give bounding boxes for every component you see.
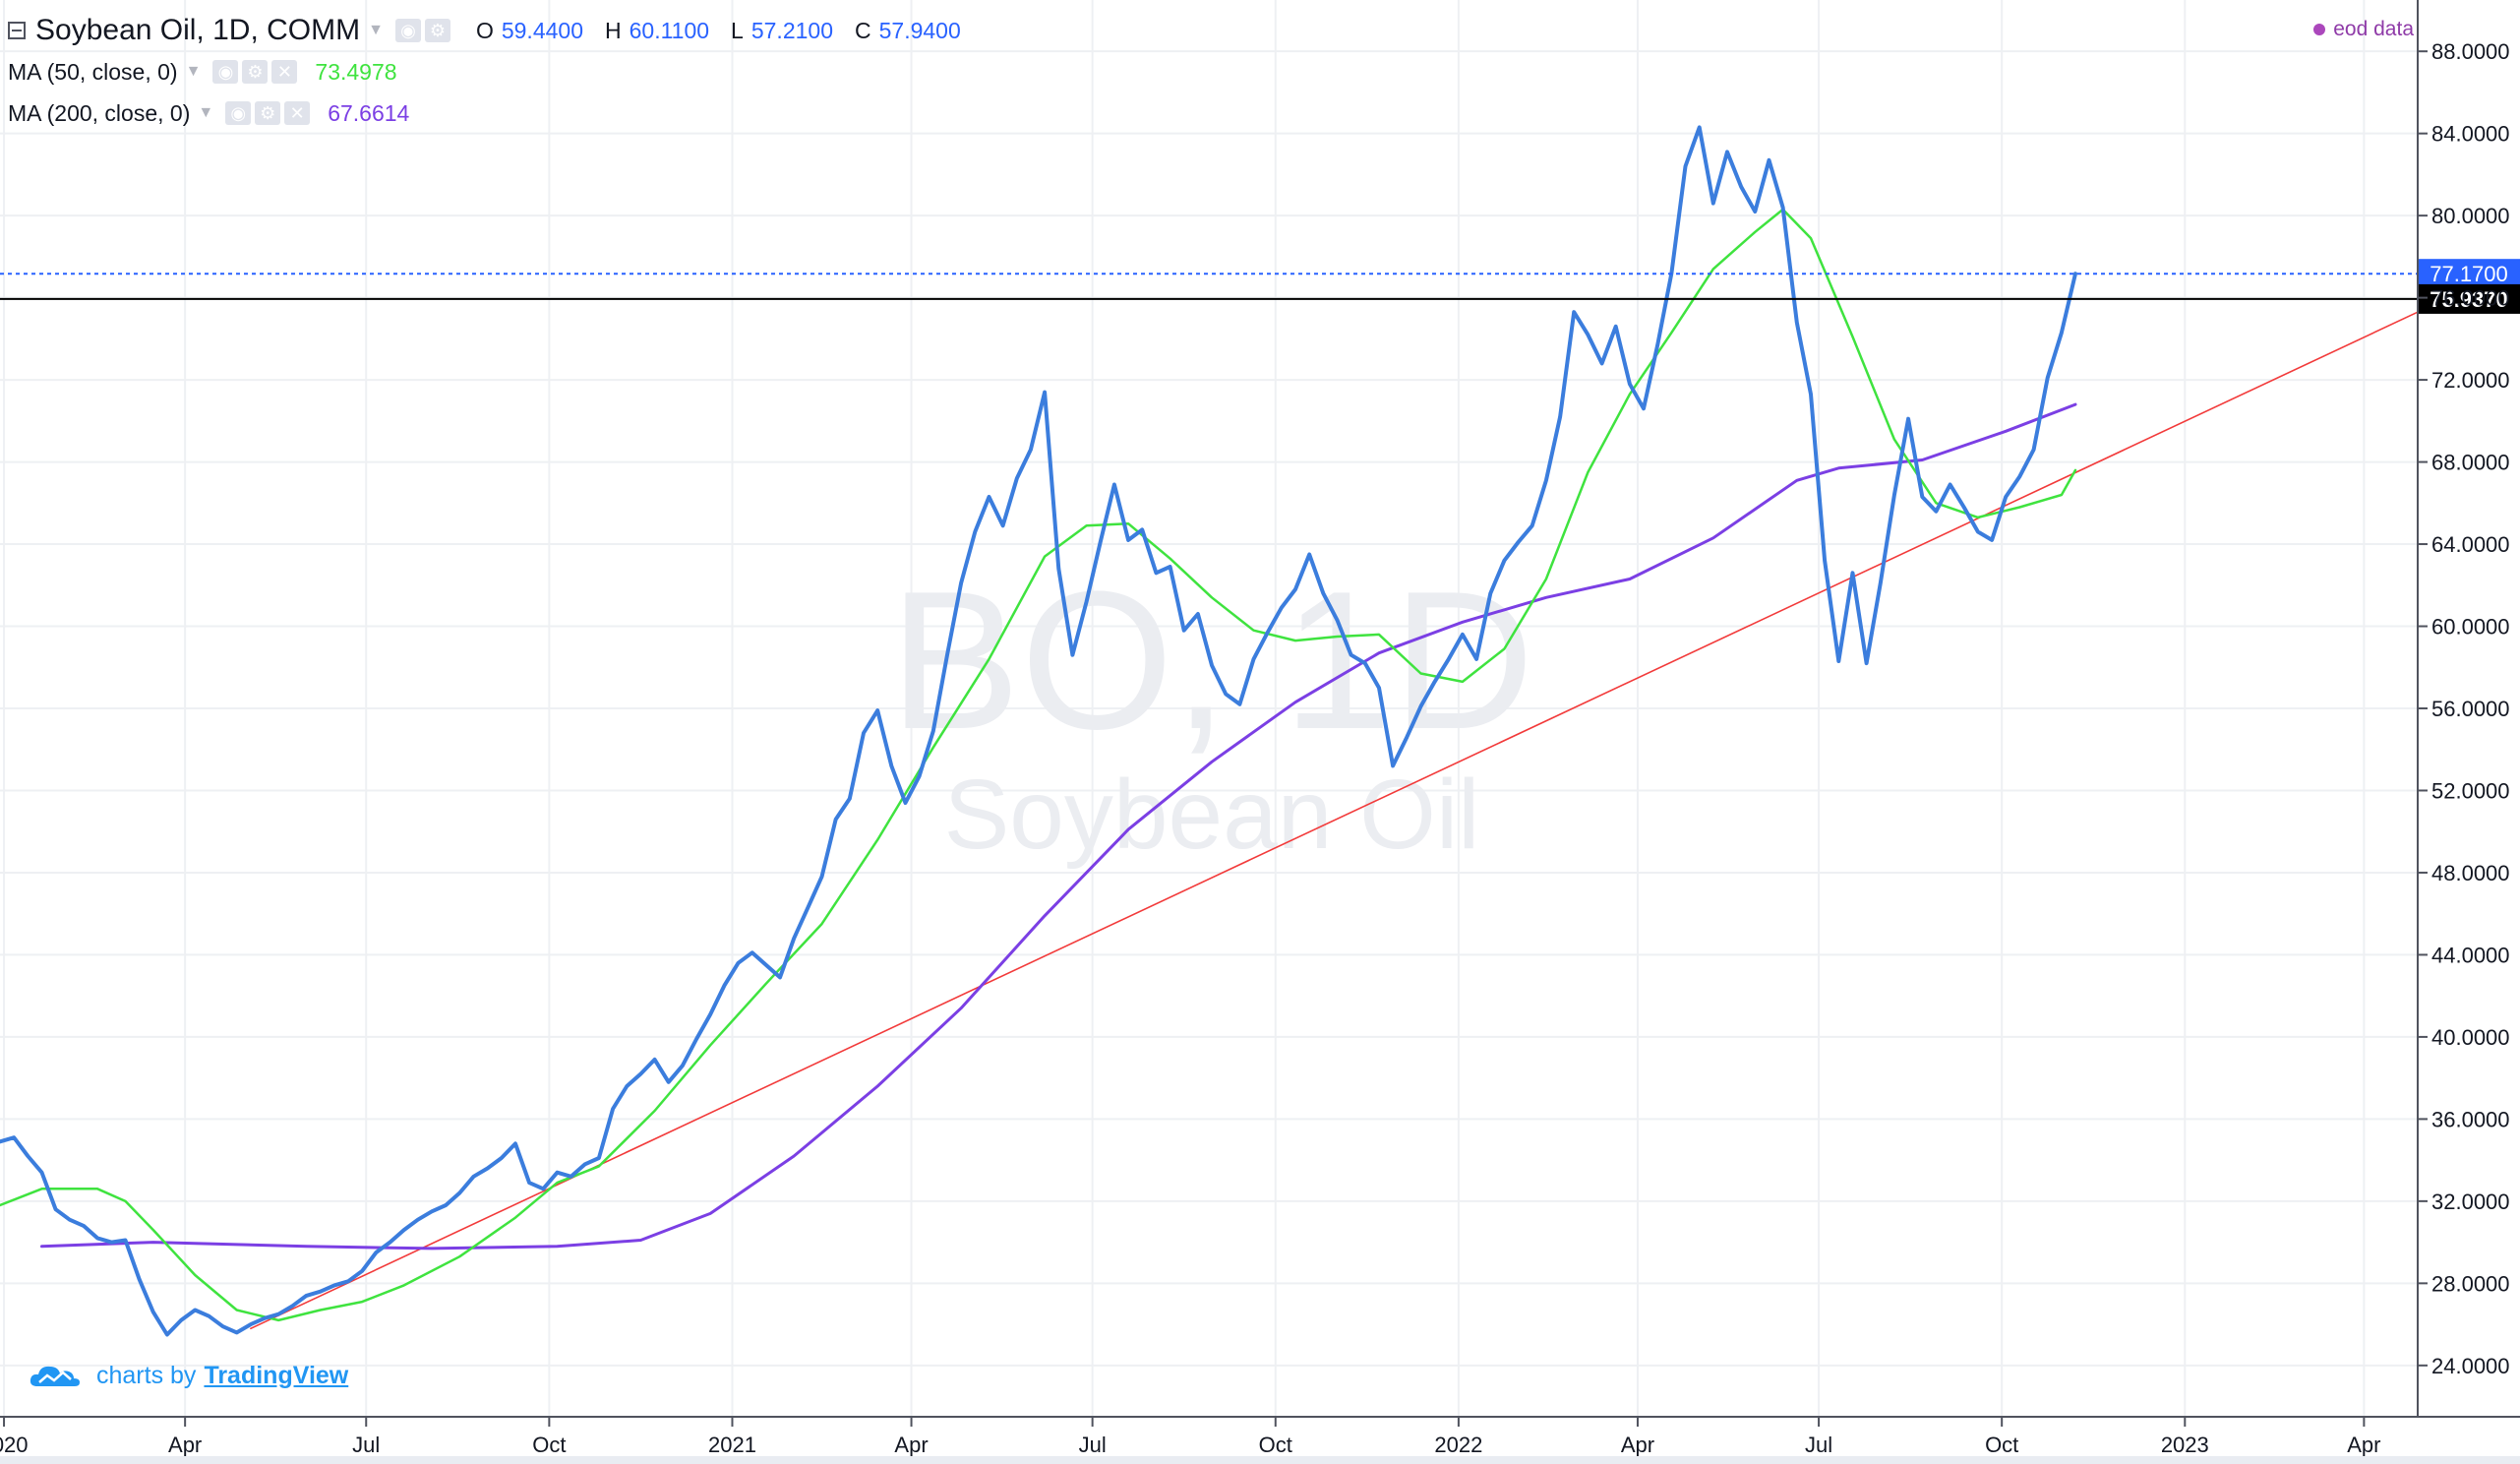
grid: [0, 0, 2418, 1417]
level-price-label: 75.9370: [2430, 287, 2508, 312]
ma50-label: MA (50, close, 0): [8, 58, 178, 85]
y-tick-label: 56.0000: [2431, 697, 2510, 721]
y-tick-label: 64.0000: [2431, 532, 2510, 557]
bottom-scroll-strip: [0, 1456, 2520, 1464]
watermark-name: Soybean Oil: [944, 760, 1480, 870]
trendline: [250, 311, 2419, 1330]
x-tick-label: Jul: [1079, 1433, 1107, 1457]
x-tick-label: Apr: [168, 1433, 202, 1457]
close-icon[interactable]: ✕: [284, 101, 311, 125]
ohlc-low-value: 57.2100: [750, 17, 833, 43]
ohlc-open-value: 59.4400: [501, 17, 583, 43]
y-tick-label: 76.0000: [2431, 286, 2510, 311]
y-tick-label: 36.0000: [2431, 1107, 2510, 1131]
legend-main-row: Soybean Oil, 1D, COMM ▼ ◉ ⚙ O 59.4400 H …: [8, 14, 961, 47]
y-tick-label: 28.0000: [2431, 1271, 2510, 1296]
gear-icon[interactable]: ⚙: [424, 19, 450, 42]
x-tick-label: Oct: [1259, 1433, 1292, 1457]
x-tick-label: Jul: [1805, 1433, 1832, 1457]
y-tick-label: 24.0000: [2431, 1354, 2510, 1378]
data-source: eod data: [2313, 18, 2414, 41]
chevron-down-icon[interactable]: ▼: [368, 22, 384, 38]
y-tick-label: 44.0000: [2431, 943, 2510, 967]
series-lines: [0, 125, 2419, 1337]
attribution-prefix: charts by: [96, 1361, 197, 1389]
y-tick-label: 72.0000: [2431, 368, 2510, 393]
symbol-title: Soybean Oil, 1D, COMM: [35, 14, 361, 46]
legend-ma50-row: MA (50, close, 0) ▼ ◉ ⚙ ✕ 73.4978: [8, 55, 397, 89]
ma200-series-line: [40, 402, 2077, 1250]
x-tick-label: Oct: [532, 1433, 566, 1457]
ma50-value: 73.4978: [315, 58, 397, 85]
data-source-label: eod data: [2333, 18, 2414, 40]
level-price-label-bg: [2418, 283, 2520, 314]
ohlc-high-value: 60.1100: [629, 17, 710, 43]
x-tick-label: Oct: [1985, 1433, 2018, 1457]
close-icon[interactable]: ✕: [271, 60, 298, 84]
eye-icon[interactable]: ◉: [225, 101, 252, 125]
x-tick-label: 2020: [0, 1433, 29, 1457]
status-dot-icon: [2313, 24, 2326, 35]
y-tick-label: 88.0000: [2431, 39, 2510, 64]
tradingview-attribution[interactable]: charts by TradingView: [28, 1361, 348, 1390]
ma200-value: 67.6614: [328, 99, 410, 126]
x-tick-label: Apr: [1621, 1433, 1654, 1457]
ohlc-high-key: H: [604, 17, 622, 43]
cloud-logo-icon: [30, 1366, 80, 1386]
y-tick-label: 68.0000: [2431, 451, 2510, 475]
collapse-square-icon[interactable]: [8, 22, 26, 39]
gear-icon[interactable]: ⚙: [255, 101, 281, 125]
y-tick-label: 48.0000: [2431, 861, 2510, 885]
gear-icon[interactable]: ⚙: [242, 60, 269, 84]
ohlc-close-value: 57.9400: [878, 17, 961, 43]
y-tick-label: 40.0000: [2431, 1025, 2510, 1050]
ohlc-close-key: C: [854, 17, 871, 43]
ohlc-open-key: O: [475, 17, 494, 43]
y-tick-label: 52.0000: [2431, 778, 2510, 803]
eye-icon[interactable]: ◉: [394, 19, 421, 42]
y-tick-label: 32.0000: [2431, 1190, 2510, 1214]
x-tick-label: 2022: [1434, 1433, 1482, 1457]
ma200-label: MA (200, close, 0): [8, 99, 191, 126]
y-tick-label: 80.0000: [2431, 204, 2510, 228]
x-tick-label: Jul: [352, 1433, 380, 1457]
y-tick-label: 60.0000: [2431, 615, 2510, 640]
chevron-down-icon[interactable]: ▼: [185, 63, 202, 80]
last-price-label: 77.1700: [2430, 262, 2508, 286]
ohlc-low-key: L: [731, 17, 744, 43]
last-price-label-bg: [2418, 259, 2520, 289]
tradingview-link[interactable]: TradingView: [204, 1361, 349, 1389]
x-tick-label: Apr: [2347, 1433, 2380, 1457]
legend-ma200-row: MA (200, close, 0) ▼ ◉ ⚙ ✕ 67.6614: [8, 96, 409, 130]
eye-icon[interactable]: ◉: [212, 60, 239, 84]
x-tick-label: 2021: [708, 1433, 756, 1457]
price-series-line: [0, 125, 2077, 1337]
chevron-down-icon[interactable]: ▼: [198, 104, 214, 121]
x-tick-label: Apr: [894, 1433, 928, 1457]
y-tick-label: 84.0000: [2431, 122, 2510, 147]
x-tick-label: 2023: [2161, 1433, 2209, 1457]
